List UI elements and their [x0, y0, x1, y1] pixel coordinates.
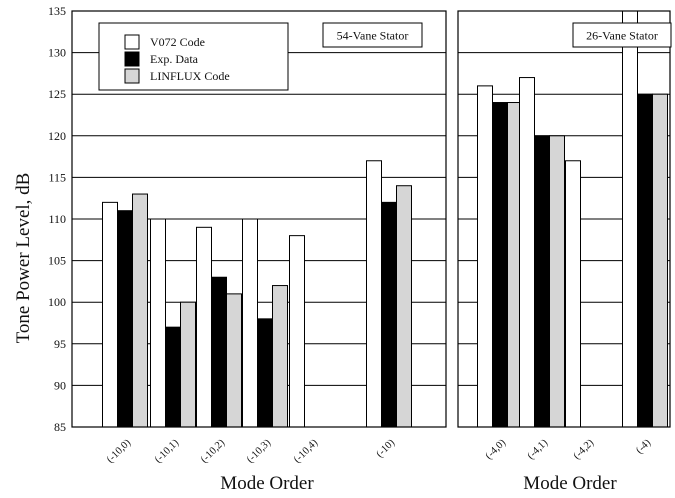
x-axis-title-left: Mode Order [220, 473, 314, 494]
bar-exp-data-0-5 [381, 201, 397, 428]
panel-frame-0 [71, 10, 447, 428]
bar-exp-data-1-0 [492, 102, 508, 428]
x-category-label: (-10,0) [105, 437, 134, 466]
bars [102, 10, 668, 428]
legend-swatch-v072 [124, 34, 140, 50]
bar-v072-code-0-3 [242, 218, 258, 428]
bar-linflux-code-0-2 [226, 293, 242, 428]
y-tick-label: 90 [54, 378, 66, 392]
legend-label-linflux: LINFLUX Code [150, 69, 230, 83]
bar-linflux-code-0-3 [272, 285, 288, 428]
bar-exp-data-0-2 [211, 276, 227, 428]
x-category-label: (-4,1) [526, 437, 551, 462]
bar-v072-code-0-1 [150, 218, 166, 428]
legend-label-v072: V072 Code [150, 35, 205, 49]
bar-exp-data-1-3 [637, 93, 653, 428]
panel-frames [71, 10, 671, 428]
y-tick-label: 105 [48, 254, 66, 268]
legend-swatch-exp [124, 51, 140, 67]
bar-v072-code-0-2 [196, 226, 212, 428]
bar-v072-code-0-5 [366, 160, 382, 428]
x-category-label: (-4) [634, 437, 653, 456]
bar-linflux-code-1-1 [549, 135, 565, 428]
x-category-label: (-4,2) [572, 437, 597, 462]
y-axis-title: Tone Power Level, dB [13, 173, 34, 344]
panel-frame-1 [457, 10, 671, 428]
y-tick-label: 100 [48, 295, 66, 309]
bar-linflux-code-0-5 [396, 185, 412, 428]
y-tick-label: 130 [48, 46, 66, 60]
y-tick-labels: 85 90 95 100 105 110 115 120 125 130 135 [48, 4, 66, 434]
x-category-label: (-4,0) [484, 437, 509, 462]
bar-linflux-code-0-1 [180, 301, 196, 428]
x-category-label: (-10,2) [199, 437, 228, 466]
panel-label-26-vane: 26-Vane Stator [572, 22, 672, 48]
bar-v072-code-0-0 [102, 201, 118, 428]
panel-label-26-vane-text: 26-Vane Stator [586, 29, 658, 43]
x-category-label: (-10,1) [153, 437, 182, 466]
y-tick-label: 110 [48, 212, 66, 226]
bar-exp-data-0-0 [117, 210, 133, 428]
y-tick-label: 115 [48, 170, 66, 184]
bar-linflux-code-0-0 [132, 193, 148, 428]
x-axis-title-right: Mode Order [523, 473, 617, 494]
y-tick-label: 85 [54, 420, 66, 434]
legend-label-exp: Exp. Data [150, 52, 199, 66]
x-category-labels: (-10,0) (-10,1) (-10,2) (-10,3) (-10,4) (-10)… [105, 437, 654, 466]
y-tick-label: 125 [48, 87, 66, 101]
x-category-label: (-10) [374, 437, 397, 460]
bar-exp-data-1-1 [534, 135, 550, 428]
y-tick-label: 135 [48, 4, 66, 18]
x-category-label: (-10,3) [245, 437, 274, 466]
panel-label-54-vane-text: 54-Vane Stator [337, 29, 409, 43]
y-tick-label: 95 [54, 337, 66, 351]
y-tick-label: 120 [48, 129, 66, 143]
legend-swatch-linflux [124, 68, 140, 84]
x-category-label: (-10,4) [292, 437, 321, 466]
bar-linflux-code-1-3 [652, 93, 668, 428]
bar-exp-data-0-3 [257, 318, 273, 428]
bar-v072-code-1-0 [477, 85, 493, 428]
bar-v072-code-1-2 [565, 160, 581, 428]
bar-v072-code-0-4 [289, 235, 305, 428]
panel-label-54-vane: 54-Vane Stator [322, 22, 423, 48]
bar-v072-code-1-1 [519, 77, 535, 428]
bar-v072-code-1-3 [622, 10, 638, 428]
legend: V072 Code Exp. Data LINFLUX Code [98, 22, 289, 91]
bar-exp-data-0-1 [165, 326, 181, 428]
